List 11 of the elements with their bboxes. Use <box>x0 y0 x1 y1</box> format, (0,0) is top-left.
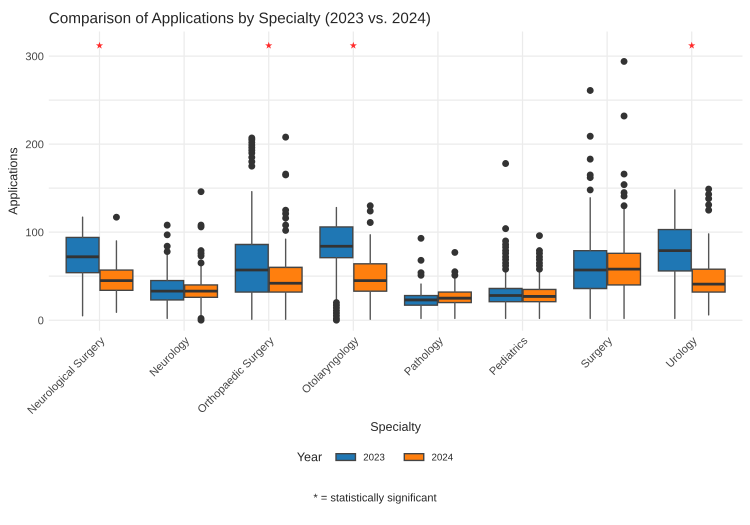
y-tick-label: 0 <box>38 316 44 324</box>
legend-label: 2024 <box>432 454 453 461</box>
y-tick-label: 100 <box>26 228 44 236</box>
chart-title: Comparison of Applications by Specialty (2023 vs. 2024) <box>50 12 430 26</box>
legend-title: Year <box>297 452 322 462</box>
y-axis-title: Applications <box>8 148 20 215</box>
legend-label: 2023 <box>364 454 384 461</box>
text: * = statistically significant <box>314 493 437 504</box>
y-tick-label: 200 <box>26 140 44 148</box>
x-axis-title: Specialty <box>370 422 421 434</box>
y-tick-label: 300 <box>26 52 44 60</box>
